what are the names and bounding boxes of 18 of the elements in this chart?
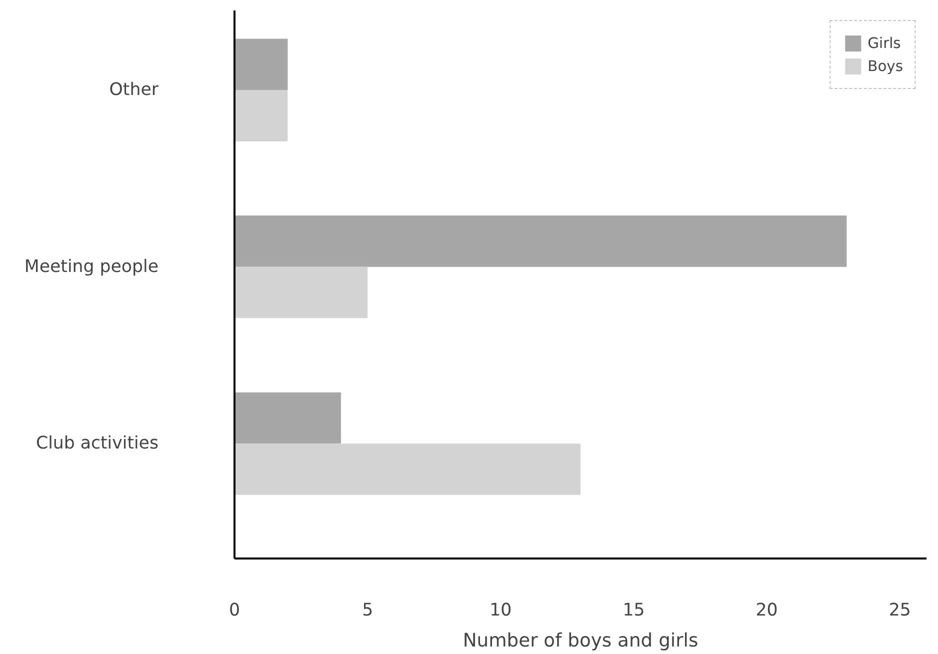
bar bbox=[234, 216, 847, 267]
x-tick-label: 5 bbox=[362, 600, 374, 620]
x-tick-label: 0 bbox=[228, 600, 240, 620]
x-tick-label: 25 bbox=[888, 600, 911, 620]
y-tick-label: Club activities bbox=[36, 434, 159, 454]
x-tick-label: 10 bbox=[490, 600, 512, 620]
x-tick-label: 20 bbox=[756, 600, 778, 620]
y-tick-label: Meeting people bbox=[24, 256, 159, 277]
y-tick-label: Other bbox=[109, 80, 160, 100]
x-tick-label: 15 bbox=[622, 600, 645, 620]
bar bbox=[234, 38, 288, 90]
bar bbox=[234, 266, 368, 318]
legend-label: Girls bbox=[868, 34, 901, 52]
bar bbox=[234, 90, 288, 142]
bar bbox=[234, 392, 341, 444]
legend-label: Boys bbox=[868, 58, 903, 74]
bar bbox=[234, 444, 580, 495]
x-axis-title: Number of boys and girls bbox=[462, 630, 698, 652]
